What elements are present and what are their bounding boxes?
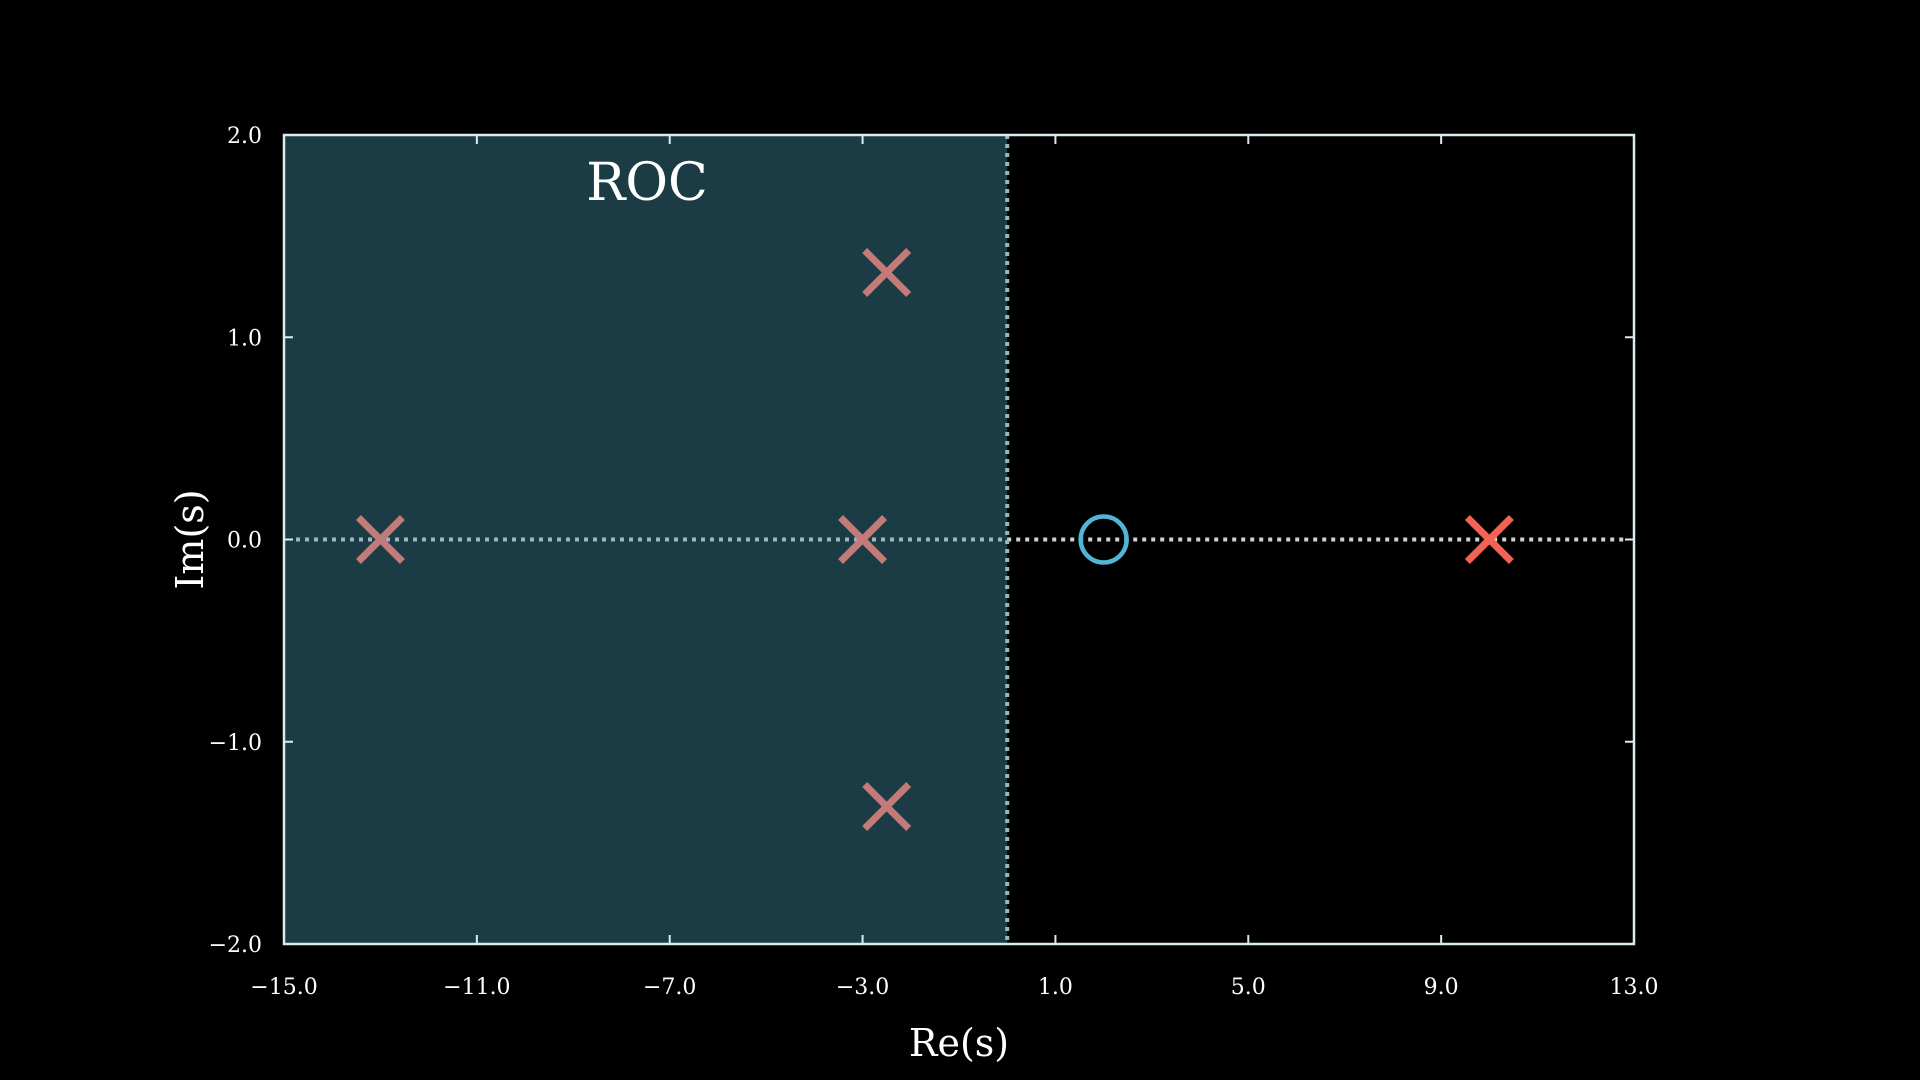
x-tick-label: −11.0 [443, 975, 510, 1000]
y-axis-label: Im(s) [168, 489, 212, 589]
x-axis-label: Re(s) [909, 1021, 1009, 1065]
y-tick-label: 1.0 [227, 326, 262, 351]
pole-stroke [1464, 515, 1514, 564]
x-tick-label: −3.0 [836, 975, 889, 1000]
y-tick-label: −1.0 [209, 731, 262, 756]
x-tick-label: 13.0 [1610, 975, 1659, 1000]
pole-marker [862, 248, 912, 298]
x-tick-label: 9.0 [1424, 975, 1459, 1000]
roc-label: ROC [586, 153, 708, 213]
pole-marker [838, 515, 888, 564]
x-tick-label: 5.0 [1231, 975, 1266, 1000]
x-tick-label: −7.0 [643, 975, 696, 1000]
pole-stroke [862, 781, 912, 831]
pole-marker [862, 781, 912, 831]
pole-marker [1464, 515, 1514, 564]
y-tick-label: −2.0 [209, 933, 262, 958]
x-tick-label: 1.0 [1038, 975, 1073, 1000]
plot-frame [282, 133, 1636, 946]
pole-stroke [862, 248, 912, 298]
pole-stroke [838, 515, 888, 564]
pole-marker [355, 515, 405, 564]
y-tick-label: 2.0 [227, 124, 262, 149]
pole-stroke [355, 515, 405, 564]
x-tick-label: −15.0 [250, 975, 317, 1000]
y-tick-label: 0.0 [227, 529, 262, 554]
zero-marker [1078, 514, 1129, 565]
